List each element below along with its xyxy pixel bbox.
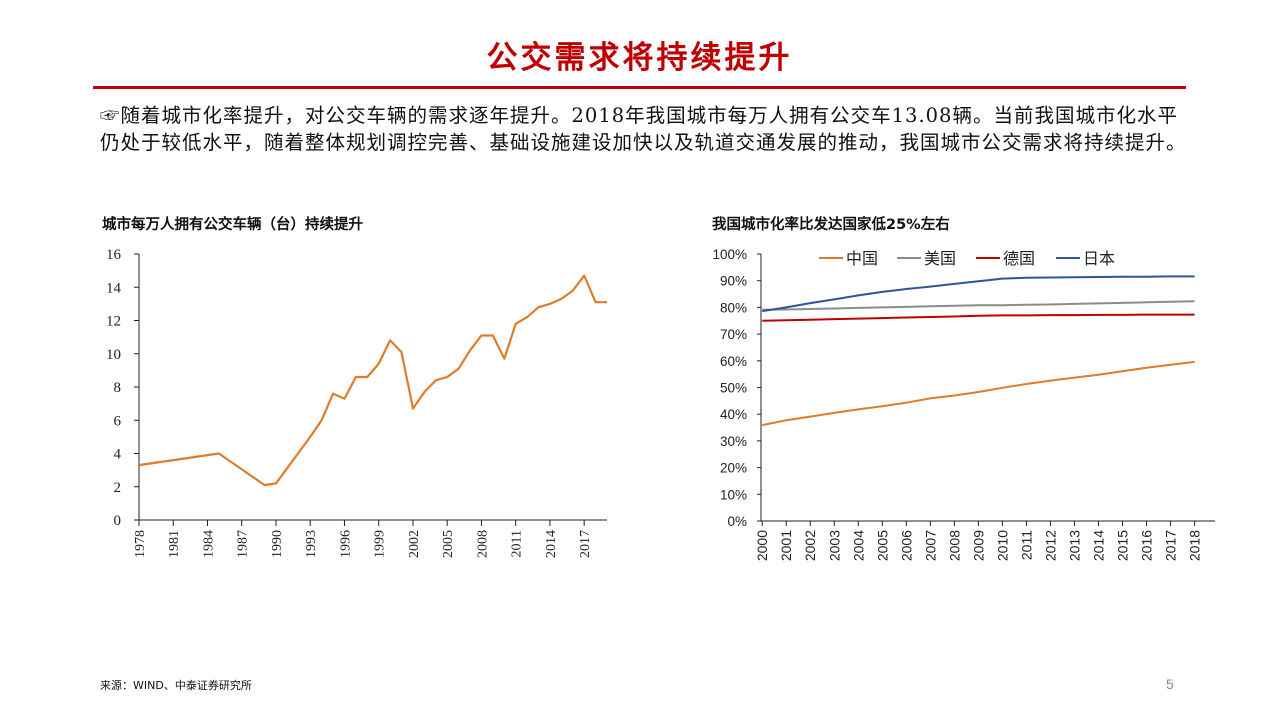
source-note: 来源：WIND、中泰证券研究所 — [100, 679, 252, 692]
series-line — [762, 275, 1195, 313]
y-tick-label: 6 — [114, 413, 122, 429]
x-tick-label: 2017 — [1163, 530, 1179, 561]
intro-paragraph: ☞随着城市化率提升，对公交车辆的需求逐年提升。2018年我国城市每万人拥有公交车… — [100, 104, 1187, 154]
y-tick-label: 2 — [114, 480, 122, 496]
x-tick-label: 2010 — [994, 530, 1010, 561]
x-tick-label: 2001 — [778, 530, 794, 561]
y-tick-label: 70% — [720, 327, 747, 342]
y-tick-label: 80% — [720, 300, 747, 315]
x-tick-label: 2005 — [874, 530, 890, 561]
x-tick-label: 2006 — [898, 530, 914, 561]
legend-label: 美国 — [924, 249, 956, 268]
y-tick-label: 14 — [106, 280, 122, 296]
y-tick-label: 10 — [106, 347, 121, 363]
y-tick-label: 4 — [114, 447, 122, 463]
y-tick-label: 10% — [720, 487, 747, 502]
series-line — [762, 313, 1195, 322]
y-tick-label: 60% — [720, 354, 747, 369]
x-tick-label: 1987 — [236, 530, 251, 558]
x-tick-label: 2003 — [826, 530, 842, 561]
x-tick-label: 2008 — [475, 530, 490, 558]
y-tick-label: 100% — [712, 247, 747, 262]
x-tick-label: 1981 — [167, 530, 182, 558]
x-tick-label: 1978 — [133, 530, 148, 558]
y-tick-label: 40% — [720, 407, 747, 422]
x-tick-label: 2017 — [578, 530, 593, 558]
x-tick-label: 2014 — [544, 530, 559, 558]
x-tick-label: 2015 — [1115, 530, 1131, 561]
x-tick-label: 2013 — [1066, 530, 1082, 561]
x-tick-label: 2018 — [1187, 530, 1203, 561]
series-line — [762, 300, 1195, 311]
x-tick-label: 2008 — [946, 530, 962, 561]
urbanization-rate-chart: 0% 10% 20% 30% 40% 50% 60% 70% 80% 90% 100% 2000 200… — [712, 247, 1215, 561]
page-title: 公交需求将持续提升 — [486, 40, 793, 76]
y-tick-label: 50% — [720, 381, 747, 396]
x-tick-label: 2011 — [1018, 530, 1034, 560]
legend-label: 德国 — [1003, 249, 1035, 268]
y-tick-label: 0% — [727, 514, 747, 529]
y-tick-label: 30% — [720, 434, 747, 449]
legend-label: 中国 — [846, 249, 878, 268]
series-line — [138, 274, 607, 487]
page-number: 5 — [1166, 676, 1174, 692]
chart1-title: 城市每万人拥有公交车辆（台）持续提升 — [102, 217, 363, 233]
x-tick-label: 1984 — [201, 530, 216, 558]
title-divider — [93, 86, 1186, 89]
bus-per-10k-chart: 0 2 4 6 8 10 12 14 16 1978 1981 1984 1987 1990 1993 199… — [106, 247, 607, 558]
y-tick-label: 8 — [114, 380, 122, 396]
chart2-title: 我国城市化率比发达国家低25%左右 — [712, 217, 950, 233]
x-tick-label: 1990 — [270, 530, 285, 558]
x-tick-label: 2004 — [850, 530, 866, 561]
y-tick-label: 0 — [114, 513, 122, 529]
x-tick-label: 1996 — [338, 530, 353, 558]
x-tick-label: 2012 — [1042, 530, 1058, 561]
x-tick-label: 2016 — [1139, 530, 1155, 561]
series-line — [762, 360, 1195, 427]
x-tick-label: 2014 — [1090, 530, 1106, 561]
x-tick-label: 2011 — [510, 530, 525, 557]
y-tick-label: 16 — [106, 247, 122, 263]
legend-label: 日本 — [1083, 249, 1115, 268]
x-tick-label: 2005 — [441, 530, 456, 558]
x-tick-label: 2007 — [922, 530, 938, 561]
y-tick-label: 12 — [106, 314, 121, 330]
x-tick-label: 2002 — [407, 530, 422, 558]
x-tick-label: 1999 — [373, 530, 388, 558]
y-tick-label: 90% — [720, 274, 747, 289]
x-tick-label: 2000 — [754, 530, 770, 561]
y-tick-label: 20% — [720, 461, 747, 476]
x-tick-label: 2009 — [970, 530, 986, 561]
x-tick-label: 2002 — [802, 530, 818, 561]
x-tick-label: 1993 — [304, 530, 319, 558]
